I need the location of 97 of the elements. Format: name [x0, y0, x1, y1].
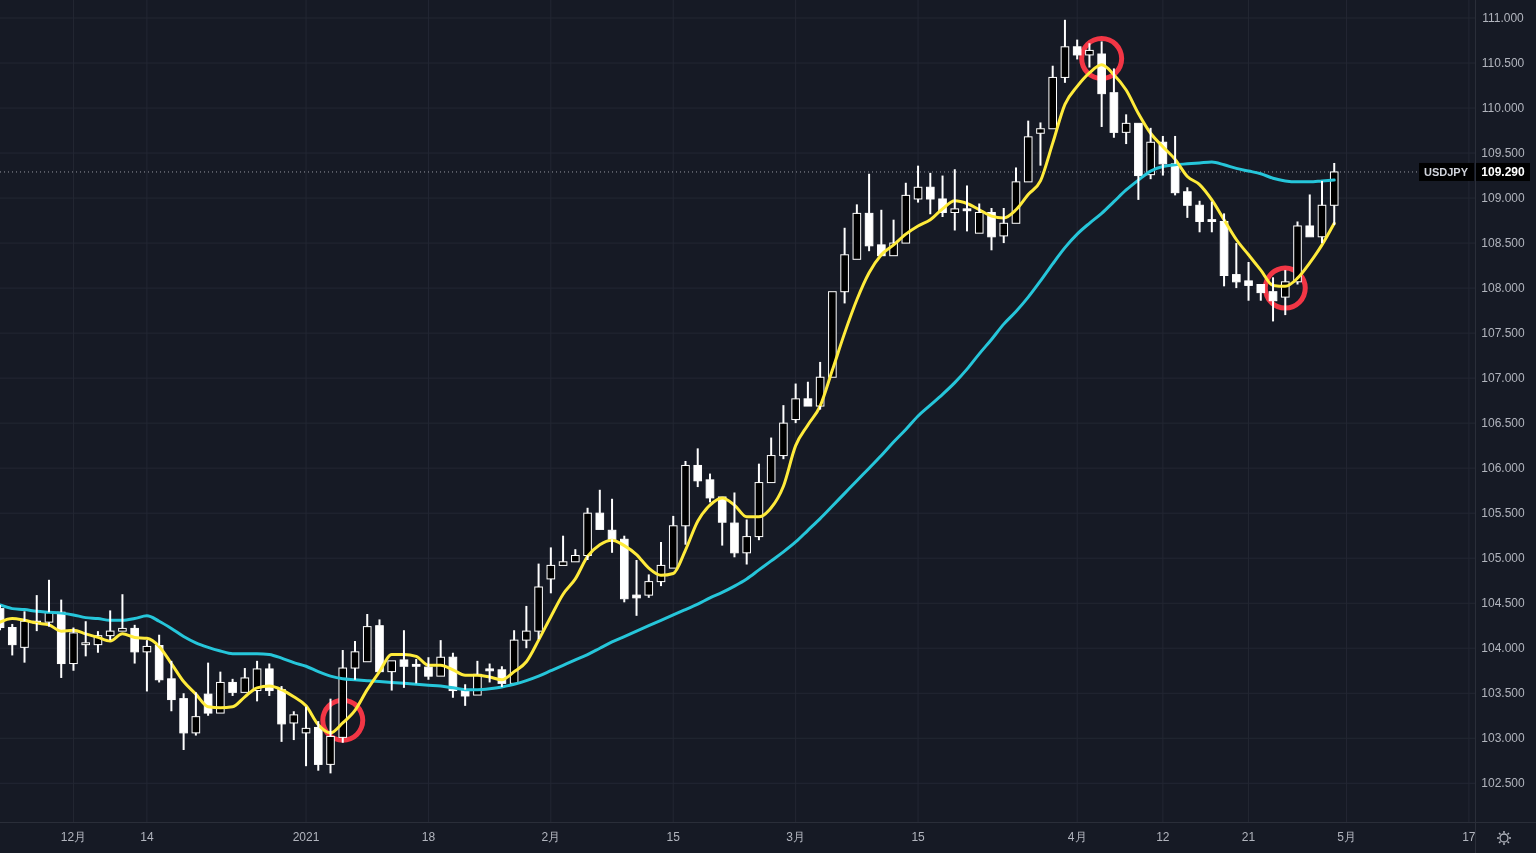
- y-tick-label: 108.000: [1481, 281, 1526, 296]
- line-series: [0, 63, 1336, 735]
- candlestick: [216, 670, 225, 714]
- candlestick: [424, 656, 433, 681]
- candlestick: [913, 164, 923, 204]
- candlestick: [1317, 179, 1327, 245]
- candlestick: [1048, 64, 1057, 130]
- y-tick-label: 109.500: [1481, 146, 1526, 161]
- candlestick: [693, 447, 703, 489]
- candlestick: [81, 620, 90, 658]
- x-tick-label: 3月: [786, 830, 805, 844]
- candlestick: [999, 206, 1009, 245]
- candlestick: [595, 488, 605, 530]
- y-tick-label: 109.000: [1481, 191, 1526, 206]
- candlestick: [668, 514, 678, 569]
- candlestick: [69, 626, 78, 672]
- y-tick-label: 107.000: [1481, 371, 1526, 386]
- candlestick: [1183, 186, 1192, 219]
- candlestick: [522, 604, 531, 650]
- candlestick: [399, 629, 409, 689]
- candlestick: [179, 692, 188, 751]
- text: 109.290: [1481, 165, 1526, 180]
- candlestick: [289, 710, 299, 742]
- y-tick-label: 108.500: [1481, 236, 1526, 251]
- candlestick: [191, 691, 201, 737]
- y-tick-label: 110.000: [1481, 101, 1525, 116]
- candlestick: [56, 598, 66, 679]
- candlestick: [534, 562, 543, 641]
- y-tick-label: 105.000: [1481, 551, 1526, 566]
- y-tick-label: 107.500: [1481, 326, 1526, 341]
- candlestick: [1121, 113, 1131, 146]
- x-tick-label: 4月: [1067, 830, 1087, 844]
- x-tick-label: 21: [1241, 830, 1256, 844]
- candlestick: [1097, 40, 1106, 128]
- y-tick-label: 102.500: [1481, 776, 1526, 791]
- candlestick: [546, 546, 556, 595]
- y-tick-label: 105.500: [1481, 506, 1526, 521]
- candlestick: [1085, 42, 1094, 69]
- candlestick: [338, 649, 348, 744]
- candlestick: [1207, 200, 1217, 234]
- y-tick-label: 103.000: [1481, 731, 1526, 746]
- candlestick: [571, 548, 580, 563]
- candlestick: [313, 720, 323, 772]
- x-tick-label: 17: [1462, 830, 1476, 844]
- candlestick: [1060, 18, 1070, 84]
- candlestick: [240, 667, 250, 693]
- y-tick-label: 111.000: [1482, 11, 1525, 26]
- y-tick-label: 106.500: [1481, 416, 1526, 431]
- x-tick-label: 18: [421, 830, 436, 844]
- candlestick: [1329, 161, 1339, 227]
- x-tick-label: 5月: [1337, 830, 1356, 844]
- candlestick: [742, 518, 751, 566]
- candlestick: [950, 168, 960, 232]
- candlestick: [1244, 261, 1253, 302]
- x-tick-label: 2021: [292, 830, 320, 844]
- candlestick: [350, 640, 360, 681]
- candlestick: [1232, 242, 1241, 290]
- candlestick: [644, 573, 654, 599]
- candlestick: [485, 662, 494, 684]
- candlestick: [962, 184, 972, 233]
- candlestick: [7, 622, 17, 657]
- candlestick: [1219, 212, 1229, 288]
- x-tick-label: 12: [1156, 830, 1170, 844]
- candlestick: [411, 658, 421, 685]
- x-tick-label: 15: [666, 830, 681, 844]
- candlestick: [926, 171, 935, 216]
- candlestick: [167, 659, 176, 713]
- x-tick-label: 14: [140, 830, 154, 844]
- y-tick-label: 103.500: [1481, 686, 1526, 701]
- candlestick: [717, 496, 727, 547]
- candlestick: [974, 202, 984, 234]
- candlestick: [1109, 67, 1119, 139]
- candlestick: [362, 613, 372, 663]
- ref-line-label: USDJPY: [1423, 165, 1469, 178]
- candlestick: [1036, 121, 1045, 167]
- candlestick: [864, 172, 874, 253]
- candlestick: [301, 705, 311, 768]
- y-tick-label: 110.500: [1481, 56, 1525, 71]
- candlestick: [375, 618, 384, 673]
- candlestick: [1293, 220, 1302, 286]
- x-tick-label: 2月: [541, 830, 561, 844]
- candlestick: [632, 559, 641, 617]
- candlestick: [277, 685, 286, 743]
- candlestick: [901, 181, 911, 244]
- candlestick: [1268, 276, 1278, 323]
- candlestick: [1134, 122, 1143, 201]
- candlestick: [1305, 193, 1315, 238]
- candlestick: [326, 697, 335, 775]
- candlestick: [142, 639, 152, 693]
- candlestick: [766, 436, 776, 484]
- x-tick-label: 12月: [60, 830, 87, 844]
- y-tick-label: 106.000: [1481, 461, 1526, 476]
- y-tick-label: 104.000: [1481, 641, 1526, 656]
- candlestick: [20, 610, 29, 664]
- y-tick-label: 104.500: [1481, 596, 1526, 611]
- candlestick: [840, 226, 849, 305]
- x-tick-label: 15: [911, 830, 926, 844]
